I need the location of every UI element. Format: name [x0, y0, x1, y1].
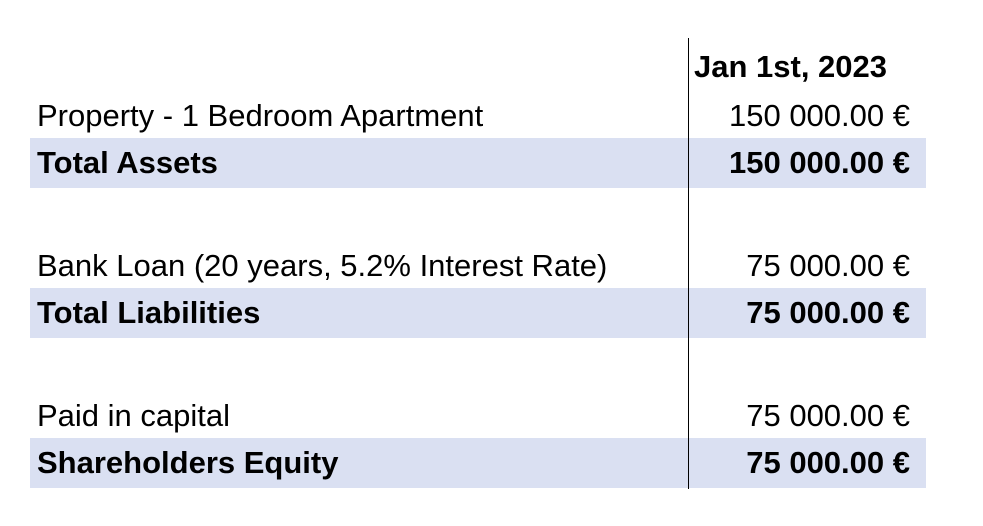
- assets-item-label: Property - 1 Bedroom Apartment: [37, 98, 484, 133]
- column-divider: [688, 38, 689, 489]
- equity-item-row: Paid in capital 75 000.00 €: [30, 391, 926, 441]
- assets-item-value: 150 000.00 €: [728, 98, 910, 133]
- shareholders-equity-value: 75 000.00 €: [746, 445, 910, 480]
- assets-item-row: Property - 1 Bedroom Apartment 150 000.0…: [30, 91, 926, 141]
- liabilities-item-row: Bank Loan (20 years, 5.2% Interest Rate)…: [30, 241, 926, 291]
- total-liabilities-row: Total Liabilities 75 000.00 €: [30, 288, 926, 338]
- total-assets-row: Total Assets 150 000.00 €: [30, 138, 926, 188]
- liabilities-item-value: 75 000.00 €: [746, 248, 910, 283]
- equity-item-label: Paid in capital: [37, 398, 231, 433]
- total-assets-value: 150 000.00 €: [728, 145, 910, 180]
- shareholders-equity-row: Shareholders Equity 75 000.00 €: [30, 438, 926, 488]
- liabilities-item-label: Bank Loan (20 years, 5.2% Interest Rate): [37, 248, 608, 283]
- total-assets-label: Total Assets: [37, 145, 218, 180]
- total-liabilities-value: 75 000.00 €: [746, 295, 910, 330]
- equity-item-value: 75 000.00 €: [746, 398, 910, 433]
- column-header-date: Jan 1st, 2023: [694, 49, 888, 84]
- total-liabilities-label: Total Liabilities: [37, 295, 261, 330]
- shareholders-equity-label: Shareholders Equity: [37, 445, 339, 480]
